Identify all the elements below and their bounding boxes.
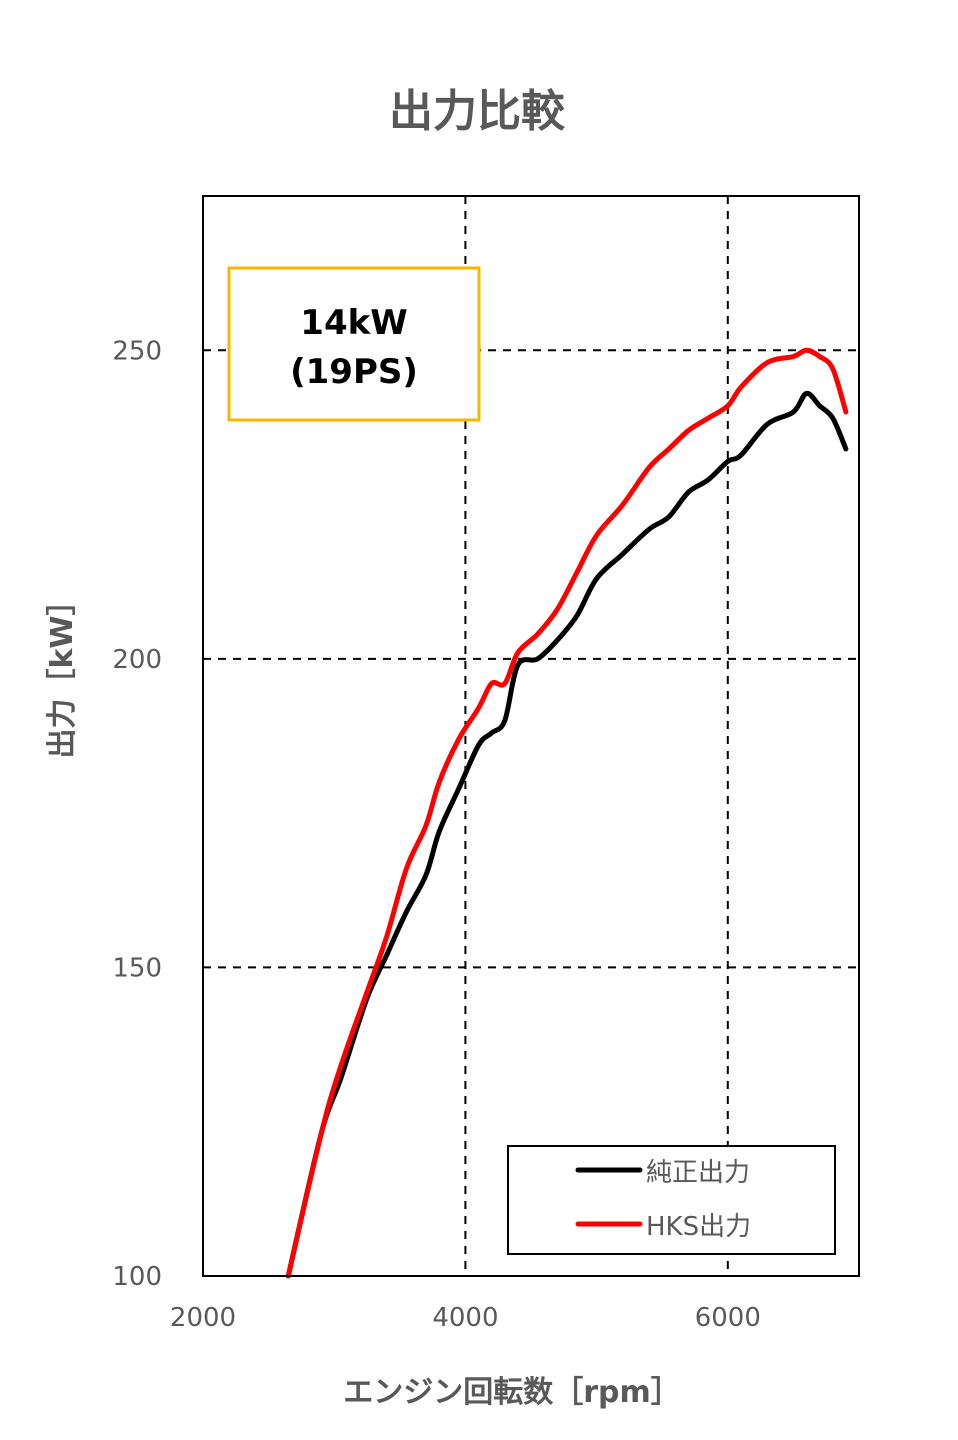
annotation-border xyxy=(227,266,481,422)
legend-label-stock: 純正出力 xyxy=(646,1158,750,1188)
annotation-box: 14kW (19PS) xyxy=(227,266,481,422)
legend: 純正出力 HKS出力 xyxy=(507,1145,836,1255)
x-tick-label: 6000 xyxy=(695,1303,761,1333)
legend-frame xyxy=(507,1145,836,1255)
x-tick-labels: 2000 4000 6000 xyxy=(170,1303,761,1333)
annotation-line-2: (19PS) xyxy=(290,352,418,392)
series-lines xyxy=(285,347,849,1279)
series-line-hks xyxy=(285,347,849,1279)
y-tick-label: 200 xyxy=(112,645,162,675)
series-line-stock xyxy=(285,390,849,1279)
y-axis-label: 出力［kW］ xyxy=(45,585,80,758)
plot-frame xyxy=(202,195,860,1277)
y-tick-label: 250 xyxy=(112,336,162,366)
y-tick-labels: 100 150 200 250 xyxy=(112,336,162,1292)
y-tick-label: 150 xyxy=(112,953,162,983)
x-tick-label: 2000 xyxy=(170,1303,236,1333)
y-tick-label: 100 xyxy=(112,1262,162,1292)
x-tick-label: 4000 xyxy=(432,1303,498,1333)
x-axis-label: エンジン回転数［rpm］ xyxy=(343,1375,681,1410)
annotation-line-1: 14kW xyxy=(300,303,407,343)
legend-label-hks: HKS出力 xyxy=(646,1212,751,1242)
chart-title: 出力比較 xyxy=(389,86,566,137)
